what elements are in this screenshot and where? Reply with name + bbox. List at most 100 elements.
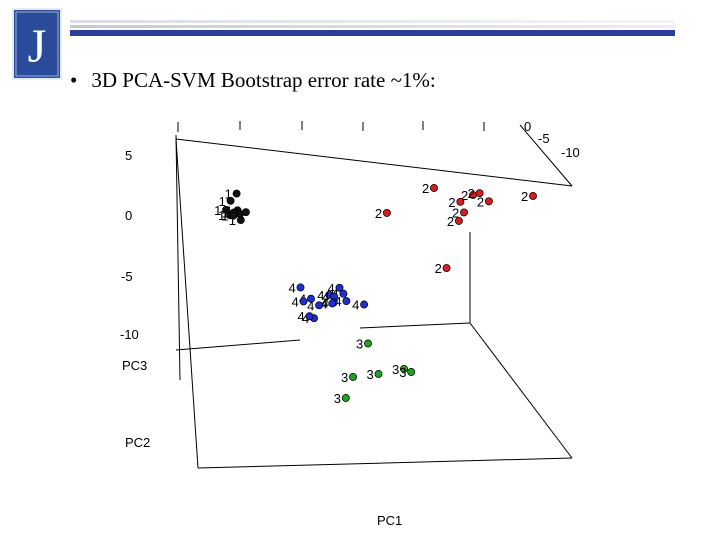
point-marker bbox=[328, 299, 337, 308]
data-point-class-1: 1 bbox=[225, 187, 241, 202]
point-class-label: 4 bbox=[307, 298, 314, 313]
point-class-label: 1 bbox=[229, 213, 236, 228]
point-marker bbox=[335, 283, 344, 292]
box-edge-back-left bbox=[175, 138, 199, 469]
data-point-class-3: 3 bbox=[399, 365, 416, 380]
point-class-label: 4 bbox=[328, 281, 335, 296]
data-point-class-4: 4 bbox=[320, 296, 337, 311]
y-tick-label: 0 bbox=[524, 119, 531, 134]
z-tick-labels: 5 0 -5 -10 bbox=[120, 148, 139, 342]
point-class-label: 3 bbox=[356, 337, 363, 352]
data-point-class-3: 3 bbox=[392, 362, 408, 377]
point-class-label: 2 bbox=[375, 206, 382, 221]
point-marker bbox=[364, 339, 372, 348]
logo-letter: J bbox=[28, 20, 47, 73]
data-point-class-4: 4 bbox=[292, 294, 308, 309]
box-edge-bottom bbox=[197, 457, 573, 469]
box-edge-back-top bbox=[175, 138, 573, 187]
data-point-class-3: 3 bbox=[356, 337, 372, 352]
point-marker bbox=[241, 208, 250, 217]
data-point-class-2: 2 bbox=[521, 189, 537, 204]
point-class-label: 4 bbox=[320, 296, 327, 311]
point-marker bbox=[315, 301, 324, 310]
data-point-class-4: 4 bbox=[289, 280, 305, 295]
point-class-label: 2 bbox=[468, 186, 475, 201]
point-class-label: 3 bbox=[334, 391, 341, 406]
bullet-marker: • bbox=[70, 68, 78, 92]
point-class-label: 2 bbox=[477, 194, 484, 209]
point-class-label: 4 bbox=[289, 280, 296, 295]
point-marker bbox=[407, 368, 416, 376]
data-point-class-3: 3 bbox=[334, 391, 350, 406]
y-tick-label: -5 bbox=[538, 131, 550, 146]
point-class-label: 1 bbox=[219, 194, 226, 209]
data-points: 1111111111222222222233333344444444444444 bbox=[214, 181, 537, 406]
point-class-label: 1 bbox=[221, 209, 228, 224]
y-tick-label: -10 bbox=[561, 145, 580, 160]
point-class-label: 1 bbox=[225, 187, 232, 202]
point-class-label: 1 bbox=[218, 208, 225, 223]
title-rule bbox=[70, 20, 675, 38]
point-marker bbox=[341, 394, 350, 402]
point-class-label: 2 bbox=[422, 181, 429, 196]
data-point-class-4: 4 bbox=[298, 309, 314, 324]
point-marker bbox=[484, 197, 493, 206]
point-class-label: 1 bbox=[214, 203, 221, 218]
point-class-label: 4 bbox=[322, 295, 329, 310]
slide-title: • 3D PCA-SVM Bootstrap error rate ~1%: bbox=[70, 68, 436, 93]
point-class-label: 4 bbox=[292, 294, 299, 309]
data-point-class-3: 3 bbox=[341, 370, 357, 385]
data-point-class-4: 4 bbox=[328, 281, 344, 296]
point-marker bbox=[222, 205, 231, 214]
point-marker bbox=[296, 283, 305, 292]
point-class-label: 4 bbox=[302, 311, 309, 326]
point-marker bbox=[342, 297, 351, 306]
point-marker bbox=[475, 189, 484, 198]
point-class-label: 4 bbox=[352, 298, 359, 313]
point-marker bbox=[454, 216, 463, 225]
data-point-class-2: 2 bbox=[448, 195, 465, 210]
data-point-class-1: 1 bbox=[229, 213, 245, 228]
box-edge-inner-top bbox=[359, 322, 471, 329]
z-tick-label: -10 bbox=[120, 327, 139, 342]
y-tick-labels: 0 -5 -10 bbox=[524, 119, 580, 160]
point-class-label: 3 bbox=[341, 370, 348, 385]
point-class-label: 4 bbox=[322, 290, 329, 305]
point-marker bbox=[229, 211, 238, 220]
plot-box bbox=[175, 124, 573, 469]
data-point-class-1: 1 bbox=[219, 194, 235, 209]
point-class-label: 2 bbox=[448, 195, 455, 210]
point-class-label: 2 bbox=[452, 205, 459, 220]
y-axis-label: PC2 bbox=[125, 435, 150, 450]
z-axis-label: PC3 bbox=[122, 358, 147, 373]
point-class-label: 2 bbox=[447, 214, 454, 229]
point-marker bbox=[456, 197, 465, 206]
data-point-class-1: 1 bbox=[214, 203, 231, 218]
point-class-label: 3 bbox=[392, 362, 399, 377]
point-marker bbox=[460, 208, 468, 217]
point-marker bbox=[374, 370, 383, 378]
data-point-class-2: 2 bbox=[468, 186, 484, 201]
point-marker bbox=[305, 312, 314, 321]
point-class-label: 2 bbox=[435, 261, 442, 276]
point-marker bbox=[232, 189, 241, 198]
data-point-class-2: 2 bbox=[422, 181, 438, 196]
point-marker bbox=[307, 294, 315, 303]
point-class-label: 4 bbox=[298, 309, 305, 324]
point-class-label: 2 bbox=[521, 189, 528, 204]
point-marker bbox=[226, 196, 235, 205]
data-point-class-3: 3 bbox=[367, 367, 383, 382]
point-class-label: 4 bbox=[334, 294, 341, 309]
box-edge-front-left bbox=[175, 134, 181, 381]
box-edge-inner-left bbox=[175, 339, 301, 351]
point-class-label: 4 bbox=[317, 288, 324, 303]
point-marker bbox=[529, 192, 537, 200]
box-edge-right-lower bbox=[469, 322, 573, 459]
data-point-class-1: 1 bbox=[234, 205, 250, 220]
top-tick-marks bbox=[177, 121, 485, 132]
data-point-class-2: 2 bbox=[447, 214, 463, 229]
data-point-class-2: 2 bbox=[452, 205, 468, 220]
data-point-class-4: 4 bbox=[334, 294, 351, 309]
point-class-label: 2 bbox=[461, 188, 468, 203]
journal-logo: J bbox=[12, 8, 62, 80]
